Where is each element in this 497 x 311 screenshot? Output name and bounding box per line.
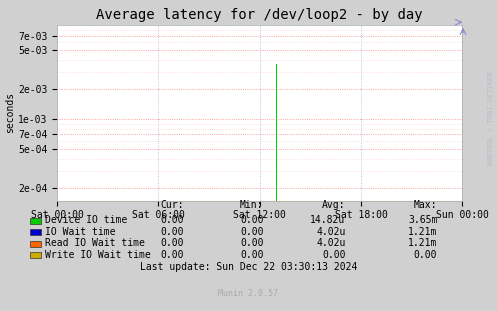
Title: Average latency for /dev/loop2 - by day: Average latency for /dev/loop2 - by day [96,8,423,22]
Text: 0.00: 0.00 [161,227,184,237]
Text: 4.02u: 4.02u [316,227,345,237]
Text: Min:: Min: [240,200,263,210]
Text: 0.00: 0.00 [161,215,184,225]
Text: 1.21m: 1.21m [408,227,437,237]
Polygon shape [276,111,277,201]
Y-axis label: seconds: seconds [5,92,15,133]
Text: 0.00: 0.00 [161,250,184,260]
Polygon shape [276,64,277,201]
Text: Max:: Max: [414,200,437,210]
Text: 0.00: 0.00 [240,227,263,237]
Text: Write IO Wait time: Write IO Wait time [45,250,151,260]
Text: 0.00: 0.00 [322,250,345,260]
Text: Munin 2.0.57: Munin 2.0.57 [219,290,278,298]
Text: 4.02u: 4.02u [316,238,345,248]
Text: Device IO time: Device IO time [45,215,127,225]
Text: Avg:: Avg: [322,200,345,210]
Polygon shape [276,111,277,201]
Text: IO Wait time: IO Wait time [45,227,115,237]
Text: 0.00: 0.00 [240,250,263,260]
Text: Cur:: Cur: [161,200,184,210]
Text: 0.00: 0.00 [161,238,184,248]
Text: 0.00: 0.00 [240,238,263,248]
Text: 3.65m: 3.65m [408,215,437,225]
Text: Last update: Sun Dec 22 03:30:13 2024: Last update: Sun Dec 22 03:30:13 2024 [140,262,357,272]
Text: Read IO Wait time: Read IO Wait time [45,238,145,248]
Text: 0.00: 0.00 [414,250,437,260]
Text: RRDTOOL / TOBI OETIKER: RRDTOOL / TOBI OETIKER [488,72,494,165]
Text: 0.00: 0.00 [240,215,263,225]
Text: 14.82u: 14.82u [310,215,345,225]
Text: 1.21m: 1.21m [408,238,437,248]
